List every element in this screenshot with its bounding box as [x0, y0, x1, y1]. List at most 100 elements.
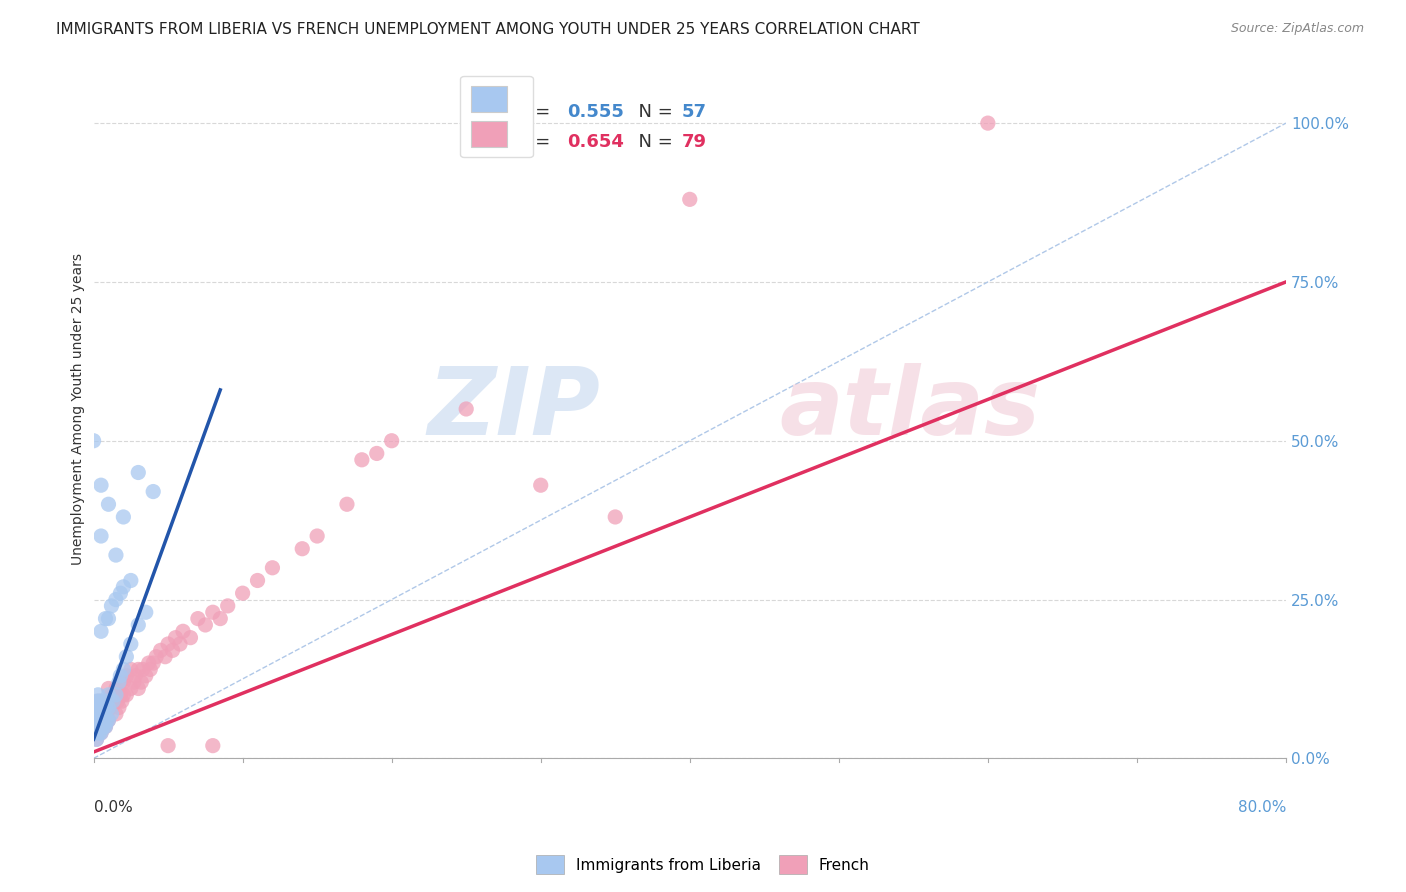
- Point: [157, 739, 180, 753]
- Point: [530, 478, 553, 492]
- Point: [112, 580, 135, 594]
- Text: 57: 57: [682, 103, 706, 121]
- Point: [456, 401, 478, 416]
- Point: [209, 611, 232, 625]
- Point: [112, 688, 135, 702]
- Point: [104, 681, 127, 696]
- Point: [120, 637, 142, 651]
- Point: [84, 726, 107, 740]
- Point: [153, 649, 176, 664]
- Point: [366, 446, 388, 460]
- Point: [84, 700, 107, 714]
- Point: [91, 706, 114, 721]
- Point: [127, 681, 149, 696]
- Point: [87, 726, 110, 740]
- Point: [139, 662, 162, 676]
- Point: [94, 720, 117, 734]
- Point: [187, 611, 209, 625]
- Point: [90, 694, 112, 708]
- Point: [100, 706, 122, 721]
- Point: [97, 700, 120, 714]
- Point: [94, 720, 117, 734]
- Point: [91, 700, 114, 714]
- Point: [86, 732, 108, 747]
- Point: [97, 713, 120, 727]
- Point: [97, 497, 120, 511]
- Point: [104, 688, 127, 702]
- Point: [104, 706, 127, 721]
- Text: N =: N =: [627, 133, 678, 151]
- Point: [142, 484, 165, 499]
- Point: [93, 700, 115, 714]
- Point: [120, 574, 142, 588]
- Text: N =: N =: [627, 103, 678, 121]
- Point: [90, 713, 112, 727]
- Point: [157, 637, 180, 651]
- Point: [977, 116, 1000, 130]
- Point: [165, 631, 187, 645]
- Point: [89, 720, 111, 734]
- Point: [112, 510, 135, 524]
- Point: [90, 726, 112, 740]
- Point: [89, 706, 111, 721]
- Point: [122, 675, 145, 690]
- Point: [138, 656, 160, 670]
- Text: R =: R =: [517, 103, 555, 121]
- Text: R =: R =: [517, 133, 555, 151]
- Point: [217, 599, 239, 613]
- Point: [93, 720, 115, 734]
- Point: [111, 694, 134, 708]
- Point: [86, 694, 108, 708]
- Point: [89, 694, 111, 708]
- Point: [97, 688, 120, 702]
- Point: [107, 694, 129, 708]
- Point: [115, 688, 138, 702]
- Point: [201, 605, 224, 619]
- Point: [201, 739, 224, 753]
- Point: [87, 694, 110, 708]
- Point: [145, 649, 167, 664]
- Point: [86, 720, 108, 734]
- Point: [93, 720, 115, 734]
- Point: [86, 706, 108, 721]
- Point: [162, 643, 184, 657]
- Point: [90, 529, 112, 543]
- Point: [120, 681, 142, 696]
- Point: [127, 662, 149, 676]
- Text: ZIP: ZIP: [427, 363, 600, 455]
- Point: [86, 700, 108, 714]
- Point: [124, 669, 146, 683]
- Point: [101, 694, 124, 708]
- Legend: Immigrants from Liberia, French: Immigrants from Liberia, French: [530, 849, 876, 880]
- Point: [104, 548, 127, 562]
- Point: [132, 662, 155, 676]
- Point: [87, 706, 110, 721]
- Point: [149, 643, 172, 657]
- Point: [84, 713, 107, 727]
- Point: [91, 720, 114, 734]
- Text: Source: ZipAtlas.com: Source: ZipAtlas.com: [1230, 22, 1364, 36]
- Point: [86, 720, 108, 734]
- Point: [94, 706, 117, 721]
- Point: [110, 688, 132, 702]
- Text: atlas: atlas: [779, 363, 1040, 455]
- Point: [110, 586, 132, 600]
- Point: [97, 681, 120, 696]
- Point: [100, 700, 122, 714]
- Point: [96, 713, 118, 727]
- Point: [232, 586, 254, 600]
- Point: [110, 669, 132, 683]
- Point: [97, 611, 120, 625]
- Point: [605, 510, 627, 524]
- Point: [87, 700, 110, 714]
- Point: [87, 726, 110, 740]
- Point: [104, 592, 127, 607]
- Point: [679, 192, 702, 206]
- Point: [246, 574, 269, 588]
- Legend: , : ,: [460, 76, 533, 157]
- Point: [90, 700, 112, 714]
- Point: [96, 713, 118, 727]
- Point: [307, 529, 329, 543]
- Point: [97, 694, 120, 708]
- Point: [83, 434, 105, 448]
